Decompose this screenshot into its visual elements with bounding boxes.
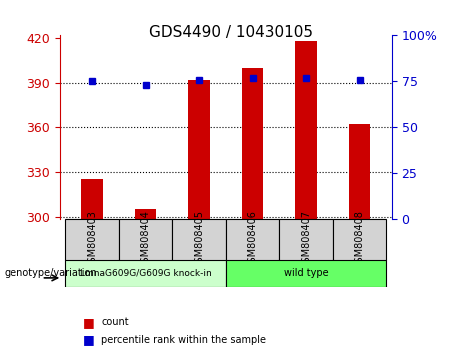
Text: GDS4490 / 10430105: GDS4490 / 10430105 [148,25,313,40]
FancyBboxPatch shape [226,219,279,260]
Text: wild type: wild type [284,268,329,279]
FancyBboxPatch shape [65,260,226,287]
FancyBboxPatch shape [279,219,333,260]
Bar [242,68,263,219]
FancyBboxPatch shape [226,260,386,287]
Text: ■: ■ [83,333,95,346]
Bar [349,125,371,219]
Text: ■: ■ [83,316,95,329]
Text: GSM808404: GSM808404 [141,210,151,269]
Text: percentile rank within the sample: percentile rank within the sample [101,335,266,345]
Text: GSM808407: GSM808407 [301,210,311,269]
Text: GSM808405: GSM808405 [194,210,204,269]
FancyBboxPatch shape [333,219,386,260]
Text: LmnaG609G/G609G knock-in: LmnaG609G/G609G knock-in [80,269,212,278]
Bar [189,80,210,219]
Text: GSM808403: GSM808403 [87,210,97,269]
Bar [81,179,103,219]
Text: GSM808406: GSM808406 [248,210,258,269]
Text: genotype/variation: genotype/variation [5,268,97,278]
Bar [296,41,317,219]
Text: GSM808408: GSM808408 [355,210,365,269]
Text: count: count [101,317,129,327]
FancyBboxPatch shape [119,219,172,260]
FancyBboxPatch shape [172,219,226,260]
Bar [135,209,156,219]
FancyBboxPatch shape [65,219,119,260]
